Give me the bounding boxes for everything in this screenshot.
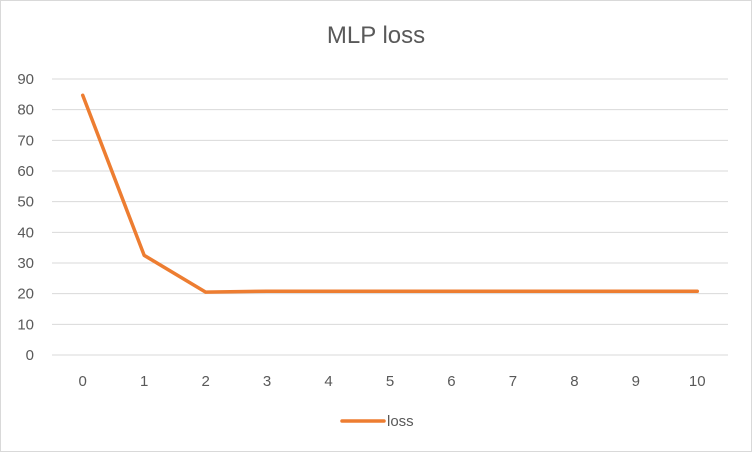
x-tick-label: 4 bbox=[324, 373, 332, 390]
y-tick-label: 10 bbox=[17, 316, 34, 333]
x-tick-label: 6 bbox=[447, 373, 455, 390]
y-tick-label: 40 bbox=[17, 224, 34, 241]
legend: loss bbox=[340, 413, 414, 430]
x-tick-label: 7 bbox=[509, 373, 517, 390]
x-tick-label: 1 bbox=[140, 373, 148, 390]
y-axis-ticks: 0 10 20 30 40 50 60 70 80 90 bbox=[17, 71, 34, 364]
x-tick-label: 3 bbox=[263, 373, 271, 390]
x-tick-label: 9 bbox=[632, 373, 640, 390]
x-tick-label: 8 bbox=[570, 373, 578, 390]
x-tick-label: 0 bbox=[79, 373, 87, 390]
y-tick-label: 60 bbox=[17, 163, 34, 180]
y-tick-label: 20 bbox=[17, 286, 34, 303]
y-tick-label: 70 bbox=[17, 132, 34, 149]
legend-label: loss bbox=[387, 413, 414, 430]
series-line-loss bbox=[80, 93, 700, 294]
y-tick-label: 80 bbox=[17, 102, 34, 119]
x-axis-ticks: 0 1 2 3 4 5 6 7 8 9 10 bbox=[79, 373, 706, 390]
gridlines bbox=[52, 78, 728, 325]
y-tick-label: 30 bbox=[17, 255, 34, 272]
x-tick-label: 2 bbox=[201, 373, 209, 390]
chart-title: MLP loss bbox=[326, 22, 426, 49]
y-tick-label: 0 bbox=[26, 347, 34, 364]
series-layer bbox=[80, 93, 700, 294]
y-tick-label: 90 bbox=[17, 71, 34, 88]
x-tick-label: 5 bbox=[386, 373, 394, 390]
y-tick-label: 50 bbox=[17, 194, 34, 211]
x-tick-label: 10 bbox=[689, 373, 706, 390]
